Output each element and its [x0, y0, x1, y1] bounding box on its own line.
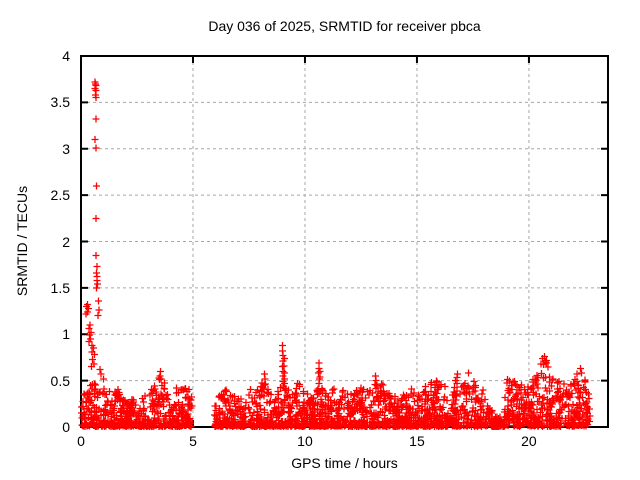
y-tick-label: 1.5 [50, 279, 70, 296]
y-tick-label: 2.5 [50, 187, 70, 204]
x-tick-label: 20 [521, 433, 537, 449]
scatter-points [78, 78, 594, 430]
x-tick-label: 15 [409, 433, 425, 449]
chart-title: Day 036 of 2025, SRMTID for receiver pbc… [208, 18, 481, 34]
x-axis-label: GPS time / hours [291, 455, 398, 471]
y-tick-label: 0.5 [50, 372, 70, 389]
y-tick-label: 1 [62, 326, 70, 343]
y-tick-label: 3.5 [50, 94, 70, 111]
x-tick-label: 5 [189, 433, 197, 449]
y-tick-label: 4 [62, 48, 70, 64]
x-tick-label: 0 [77, 433, 85, 449]
y-tick-label: 2 [62, 233, 70, 250]
x-tick-label: 10 [297, 433, 313, 449]
y-tick-label: 3 [62, 140, 70, 157]
y-tick-label: 0 [62, 419, 70, 435]
